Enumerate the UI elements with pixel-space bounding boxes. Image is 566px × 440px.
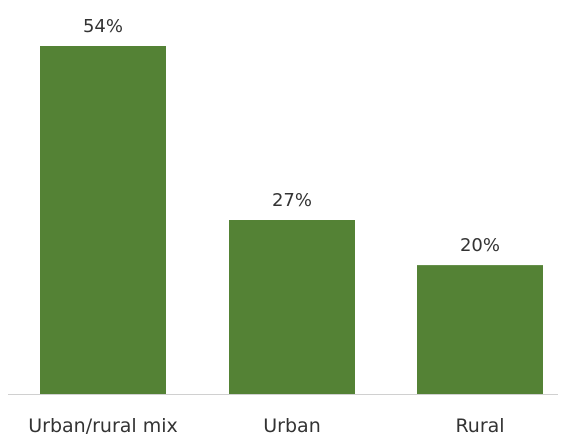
category-labels-group: Urban/rural mix Urban Rural (28, 415, 504, 437)
bars-group (40, 46, 543, 394)
category-label-2: Urban (263, 415, 320, 437)
data-label-2: 27% (272, 190, 312, 211)
category-label-1: Urban/rural mix (28, 415, 178, 437)
value-labels-group: 54% 27% 20% (83, 16, 500, 256)
data-label-3: 20% (460, 235, 500, 256)
category-label-3: Rural (455, 415, 504, 437)
bar-2 (229, 220, 355, 394)
bar-3 (417, 265, 543, 394)
bar-1 (40, 46, 166, 394)
data-label-1: 54% (83, 16, 123, 37)
